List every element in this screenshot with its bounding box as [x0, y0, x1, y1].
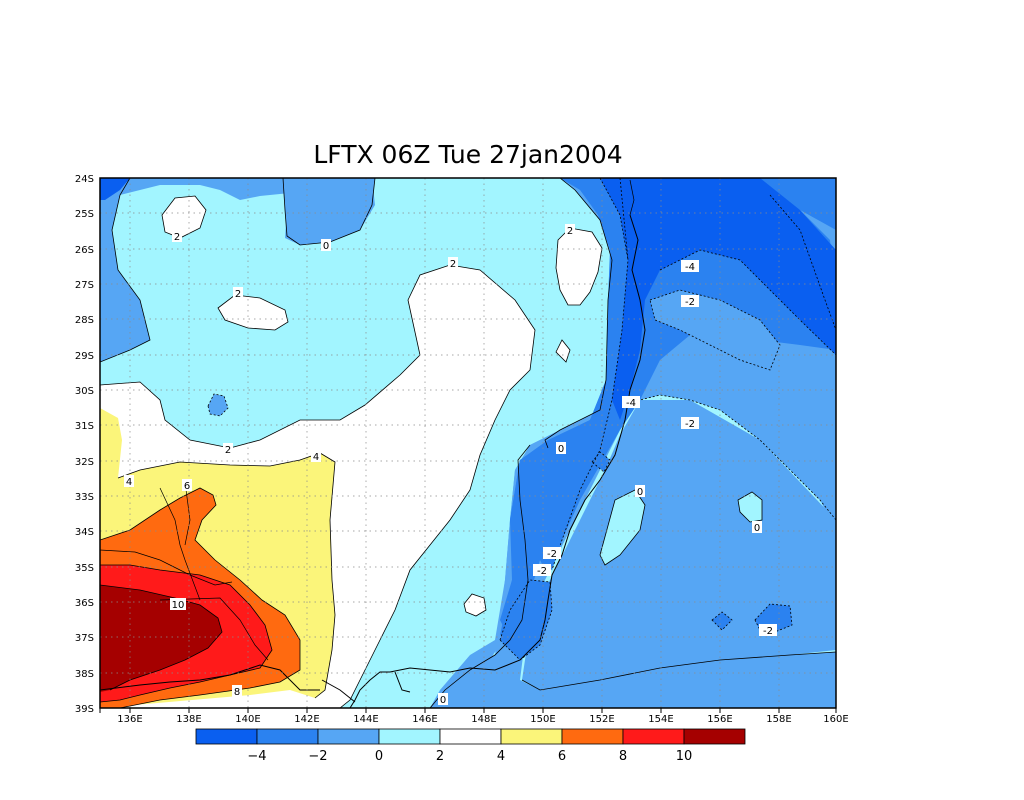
contour-label: 6: [184, 481, 190, 492]
map-title: LFTX 06Z Tue 27jan2004: [313, 140, 623, 169]
colorbar-label: −4: [247, 749, 266, 764]
colorbar-label: −2: [308, 749, 327, 764]
colorbar-swatch: [500, 728, 563, 745]
lat-tick-label: 29S: [75, 351, 94, 362]
contour-label: 0: [440, 695, 446, 706]
contour-label: 0: [558, 444, 564, 455]
contour-label: 8: [234, 687, 240, 698]
colorbar-swatch: [561, 728, 624, 745]
lat-tick-label: 30S: [75, 386, 94, 397]
band-lt-neg4-spot: [592, 452, 610, 472]
band-neg2-0-island-2: [208, 394, 228, 416]
contour-label: -2: [547, 549, 557, 560]
contour-label: 2: [225, 445, 231, 456]
contour-label: -4: [685, 262, 695, 273]
lat-tick-label: 38S: [75, 669, 94, 680]
lat-tick-label: 32S: [75, 457, 94, 468]
lat-tick-label: 34S: [75, 527, 94, 538]
colorbar-label: 4: [497, 749, 505, 764]
contour-label: -2: [537, 566, 547, 577]
colorbar-swatch: [622, 728, 685, 745]
lon-axis: 136E 138E 140E 142E 144E 146E 148E 150E …: [117, 714, 848, 725]
lat-tick-label: 36S: [75, 598, 94, 609]
contour-label: -2: [763, 626, 773, 637]
lat-tick-label: 24S: [75, 174, 94, 185]
contour-label: 0: [323, 241, 329, 252]
band-0-2-island-a: [600, 490, 645, 565]
band-2-4-island-3: [556, 228, 602, 305]
band-neg2-0-island-east: [650, 290, 780, 370]
lat-tick-label: 37S: [75, 633, 94, 644]
colorbar-swatch: [195, 728, 258, 745]
band-neg4-neg2-island-d: [500, 580, 552, 660]
colorbar-label: 6: [558, 749, 566, 764]
colorbar-label: 0: [375, 749, 383, 764]
gridlines: [100, 178, 836, 708]
lon-tick-label: 156E: [707, 714, 732, 725]
band-lt-neg4-upper: [100, 178, 130, 200]
contour-label: 2: [235, 289, 241, 300]
axis-ticks: [99, 708, 837, 713]
lon-tick-label: 154E: [648, 714, 673, 725]
band-2-4-island-2: [218, 295, 288, 330]
lat-tick-label: 25S: [75, 209, 94, 220]
contour-label: 0: [754, 523, 760, 534]
coastline: [100, 214, 646, 708]
colorbar: −4 −2 0 2 4 6 8 10: [195, 728, 746, 764]
lon-tick-label: 160E: [823, 714, 848, 725]
lon-tick-label: 136E: [117, 714, 142, 725]
lat-tick-label: 35S: [75, 563, 94, 574]
plot-frame: [99, 177, 837, 709]
contour-label: 0: [637, 487, 643, 498]
band-neg2-0-left: [100, 178, 300, 362]
lat-tick-label: 39S: [75, 704, 94, 715]
colorbar-label: 10: [676, 749, 693, 764]
state-borders: [100, 179, 635, 661]
lon-tick-label: 138E: [176, 714, 201, 725]
band-2-4-island-1: [162, 196, 206, 238]
contour-labels: 2 0 2 2 2 -4 -2 -4 -2 2 4 4 6 0 0 0 -2 -…: [124, 224, 777, 706]
map-field: [100, 178, 836, 708]
contour-label: 2: [567, 226, 573, 237]
colorbar-swatch: [439, 728, 502, 745]
band-0-2-south: [350, 650, 470, 708]
lat-axis: 24S 25S 26S 27S 28S 29S 30S 31S 32S 33S …: [75, 174, 94, 715]
band-lt-neg4: [600, 178, 836, 420]
contour-label: 2: [174, 232, 180, 243]
colorbar-swatch: [317, 728, 380, 745]
lat-tick-label: 33S: [75, 492, 94, 503]
contour-label: 10: [172, 600, 185, 611]
lon-tick-label: 142E: [294, 714, 319, 725]
colorbar-label: 2: [436, 749, 444, 764]
lon-tick-label: 148E: [471, 714, 496, 725]
lon-tick-label: 140E: [235, 714, 260, 725]
contour-label: -4: [626, 398, 636, 409]
band-0-2-island-b: [738, 492, 762, 522]
contour-label: 4: [126, 477, 132, 488]
lon-tick-label: 150E: [530, 714, 555, 725]
lat-tick-label: 31S: [75, 421, 94, 432]
band-neg4-neg2-main: [500, 178, 836, 640]
lat-tick-label: 26S: [75, 245, 94, 256]
colorbar-label: 8: [619, 749, 627, 764]
colorbar-swatch: [256, 728, 319, 745]
contour-label: 4: [313, 452, 319, 463]
lat-tick-label: 28S: [75, 315, 94, 326]
band-gt-10: [100, 585, 222, 692]
contour-label: 2: [450, 259, 456, 270]
band-2-4-island-5: [464, 594, 486, 616]
lon-tick-label: 152E: [589, 714, 614, 725]
colorbar-swatch: [378, 728, 441, 745]
colorbar-swatch: [683, 728, 746, 745]
lat-tick-label: 27S: [75, 280, 94, 291]
band-neg2-0-top: [283, 178, 375, 245]
contour-label: -2: [685, 297, 695, 308]
lon-tick-label: 146E: [412, 714, 437, 725]
lon-tick-label: 158E: [766, 714, 791, 725]
lon-tick-label: 144E: [353, 714, 378, 725]
contour-label: -2: [685, 419, 695, 430]
